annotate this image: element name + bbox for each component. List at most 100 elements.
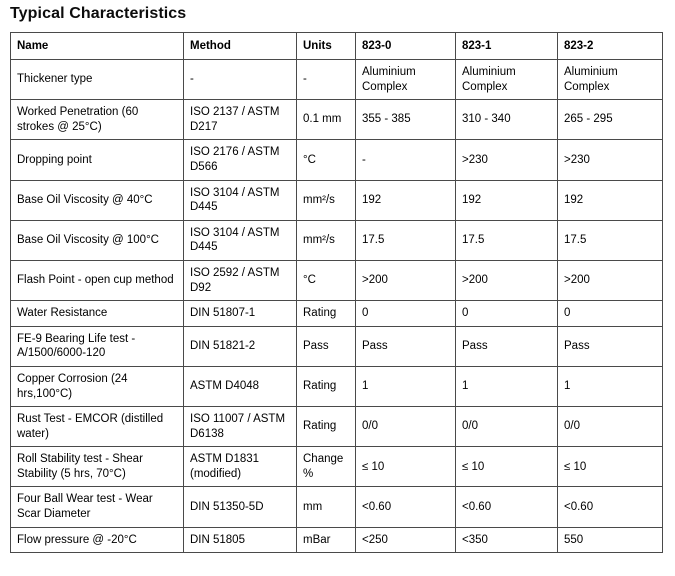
value-823-0-cell: ≤ 10 bbox=[355, 446, 456, 488]
method-cell: ISO 2592 / ASTM D92 bbox=[183, 259, 297, 302]
table-row: Copper Corrosion (24 hrs,100°C) ASTM D404… bbox=[10, 365, 663, 408]
row-name-cell: FE-9 Bearing Life test - A/1500/6000-120 bbox=[10, 325, 184, 367]
value-823-1-cell: 192 bbox=[455, 179, 558, 221]
value-823-0-cell: 0/0 bbox=[355, 406, 456, 448]
method-cell: DIN 51350-5D bbox=[183, 486, 297, 528]
units-cell: mBar bbox=[296, 526, 356, 554]
method-cell: DIN 51821-2 bbox=[183, 325, 297, 367]
value-823-2-cell: >200 bbox=[557, 259, 663, 302]
method-cell: ASTM D1831 (modified) bbox=[183, 446, 297, 488]
value-823-2-cell: 0 bbox=[557, 300, 663, 327]
table-row: FE-9 Bearing Life test - A/1500/6000-120… bbox=[10, 325, 663, 367]
value-823-2-cell: 0/0 bbox=[557, 406, 663, 448]
units-cell: Change % bbox=[296, 446, 356, 488]
table-row: Dropping point ISO 2176 / ASTM D566 °C - >23… bbox=[10, 139, 663, 181]
row-name-cell: Roll Stability test - Shear Stability (5… bbox=[10, 446, 184, 488]
row-name-cell: Four Ball Wear test - Wear Scar Diameter bbox=[10, 486, 184, 528]
value-823-0-cell: 1 bbox=[355, 365, 456, 408]
row-name-cell: Worked Penetration (60 strokes @ 25°C) bbox=[10, 99, 184, 141]
row-name-cell: Flow pressure @ -20°C bbox=[10, 526, 184, 554]
value-823-2-cell: 1 bbox=[557, 365, 663, 408]
value-823-2-cell: 192 bbox=[557, 179, 663, 221]
row-name-cell: Thickener type bbox=[10, 58, 184, 101]
units-cell: Rating bbox=[296, 300, 356, 327]
value-823-0-cell: <0.60 bbox=[355, 486, 456, 528]
column-header-823-2: 823-2 bbox=[557, 32, 663, 60]
value-823-0-cell: >200 bbox=[355, 259, 456, 302]
value-823-1-cell: >200 bbox=[455, 259, 558, 302]
table-body: Thickener type - - Aluminium Complex Alumini… bbox=[10, 58, 663, 554]
value-823-2-cell: 550 bbox=[557, 526, 663, 554]
column-header-method: Method bbox=[183, 32, 297, 60]
row-name-cell: Base Oil Viscosity @ 40°C bbox=[10, 179, 184, 221]
method-cell: - bbox=[183, 58, 297, 101]
value-823-1-cell: <0.60 bbox=[455, 486, 558, 528]
value-823-0-cell: 355 - 385 bbox=[355, 99, 456, 141]
characteristics-table: Name Method Units 823-0 823-1 823-2 Thic… bbox=[10, 32, 663, 554]
units-cell: Pass bbox=[296, 325, 356, 367]
row-name-cell: Water Resistance bbox=[10, 300, 184, 327]
method-cell: ISO 2137 / ASTM D217 bbox=[183, 99, 297, 141]
method-cell: ISO 3104 / ASTM D445 bbox=[183, 179, 297, 221]
table-row: Four Ball Wear test - Wear Scar Diameter… bbox=[10, 486, 663, 528]
table-row: Rust Test - EMCOR (distilled water) ISO 1… bbox=[10, 406, 663, 448]
value-823-2-cell: Pass bbox=[557, 325, 663, 367]
value-823-1-cell: 17.5 bbox=[455, 219, 558, 261]
table-header-row: Name Method Units 823-0 823-1 823-2 bbox=[10, 32, 663, 60]
table-row: Flash Point - open cup method ISO 2592 / … bbox=[10, 259, 663, 302]
page-title: Typical Characteristics bbox=[10, 5, 187, 22]
value-823-1-cell: 310 - 340 bbox=[455, 99, 558, 141]
value-823-0-cell: 0 bbox=[355, 300, 456, 327]
table-row: Thickener type - - Aluminium Complex Alumini… bbox=[10, 58, 663, 101]
value-823-2-cell: ≤ 10 bbox=[557, 446, 663, 488]
method-cell: ISO 3104 / ASTM D445 bbox=[183, 219, 297, 261]
value-823-1-cell: 1 bbox=[455, 365, 558, 408]
value-823-0-cell: 192 bbox=[355, 179, 456, 221]
units-cell: - bbox=[296, 58, 356, 101]
units-cell: Rating bbox=[296, 365, 356, 408]
value-823-1-cell: 0/0 bbox=[455, 406, 558, 448]
units-cell: °C bbox=[296, 259, 356, 302]
units-cell: °C bbox=[296, 139, 356, 181]
row-name-cell: Dropping point bbox=[10, 139, 184, 181]
method-cell: ISO 11007 / ASTM D6138 bbox=[183, 406, 297, 448]
value-823-2-cell: <0.60 bbox=[557, 486, 663, 528]
units-cell: mm²/s bbox=[296, 219, 356, 261]
column-header-823-1: 823-1 bbox=[455, 32, 558, 60]
value-823-1-cell: Pass bbox=[455, 325, 558, 367]
value-823-2-cell: Aluminium Complex bbox=[557, 58, 663, 101]
value-823-0-cell: Pass bbox=[355, 325, 456, 367]
units-cell: mm²/s bbox=[296, 179, 356, 221]
value-823-1-cell: Aluminium Complex bbox=[455, 58, 558, 101]
method-cell: ASTM D4048 bbox=[183, 365, 297, 408]
row-name-cell: Copper Corrosion (24 hrs,100°C) bbox=[10, 365, 184, 408]
value-823-0-cell: <250 bbox=[355, 526, 456, 554]
method-cell: DIN 51805 bbox=[183, 526, 297, 554]
row-name-cell: Base Oil Viscosity @ 100°C bbox=[10, 219, 184, 261]
value-823-1-cell: ≤ 10 bbox=[455, 446, 558, 488]
table-row: Water Resistance DIN 51807-1 Rating 0 0 0 bbox=[10, 300, 663, 327]
column-header-name: Name bbox=[10, 32, 184, 60]
value-823-2-cell: 265 - 295 bbox=[557, 99, 663, 141]
value-823-0-cell: - bbox=[355, 139, 456, 181]
column-header-units: Units bbox=[296, 32, 356, 60]
table-row: Worked Penetration (60 strokes @ 25°C) IS… bbox=[10, 99, 663, 141]
row-name-cell: Rust Test - EMCOR (distilled water) bbox=[10, 406, 184, 448]
value-823-1-cell: 0 bbox=[455, 300, 558, 327]
units-cell: 0.1 mm bbox=[296, 99, 356, 141]
value-823-0-cell: Aluminium Complex bbox=[355, 58, 456, 101]
method-cell: ISO 2176 / ASTM D566 bbox=[183, 139, 297, 181]
table-row: Base Oil Viscosity @ 40°C ISO 3104 / ASTM… bbox=[10, 179, 663, 221]
value-823-2-cell: 17.5 bbox=[557, 219, 663, 261]
units-cell: mm bbox=[296, 486, 356, 528]
table-row: Flow pressure @ -20°C DIN 51805 mBar <250 <3… bbox=[10, 526, 663, 554]
value-823-1-cell: >230 bbox=[455, 139, 558, 181]
row-name-cell: Flash Point - open cup method bbox=[10, 259, 184, 302]
value-823-1-cell: <350 bbox=[455, 526, 558, 554]
value-823-0-cell: 17.5 bbox=[355, 219, 456, 261]
table-row: Base Oil Viscosity @ 100°C ISO 3104 / AST… bbox=[10, 219, 663, 261]
value-823-2-cell: >230 bbox=[557, 139, 663, 181]
table-row: Roll Stability test - Shear Stability (5… bbox=[10, 446, 663, 488]
units-cell: Rating bbox=[296, 406, 356, 448]
